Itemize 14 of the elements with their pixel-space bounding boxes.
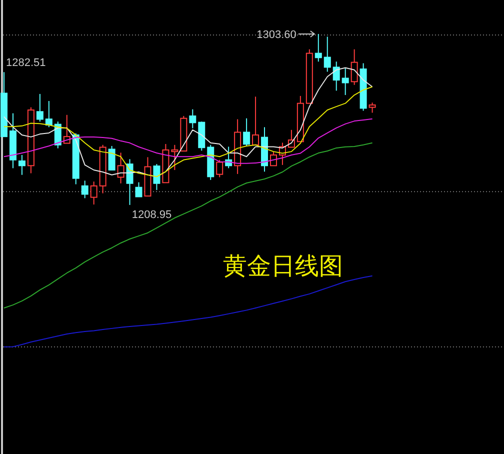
candlestick	[332, 61, 340, 92]
annotation: 1303.60	[256, 28, 296, 41]
candlestick	[234, 118, 242, 174]
candlestick	[171, 144, 178, 170]
candlestick	[126, 158, 134, 206]
text: 黄金日线图	[223, 252, 343, 280]
candlestick	[117, 152, 124, 184]
candlestick	[342, 68, 349, 96]
candlestick	[350, 48, 358, 86]
candlestick	[18, 154, 26, 176]
annotation: 1208.95	[132, 208, 172, 221]
candlestick	[9, 112, 16, 169]
annotation: 1282.51	[6, 57, 46, 70]
candlestick	[90, 181, 98, 206]
